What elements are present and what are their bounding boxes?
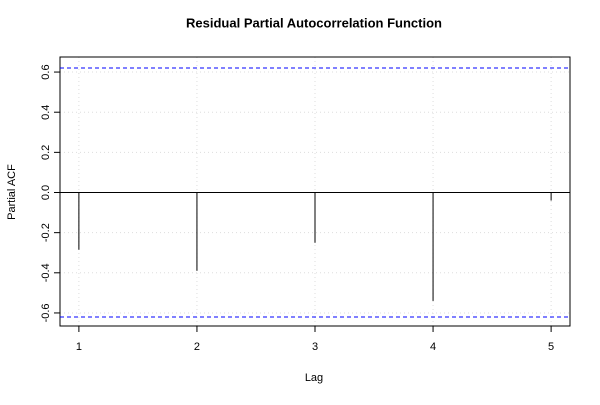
y-tick-label: 0.6 [40,64,52,79]
y-tick-label: 0.0 [40,185,52,200]
y-axis-label: Partial ACF [6,164,18,220]
x-tick-label: 5 [548,341,554,353]
x-tick-label: 1 [76,341,82,353]
y-tick-label: -0.4 [40,263,52,282]
y-tick-label: 0.2 [40,145,52,160]
x-tick-label: 4 [430,341,436,353]
y-tick-label: 0.4 [40,105,52,120]
y-tick-label: -0.2 [40,223,52,242]
x-axis-label: Lag [305,372,323,384]
y-tick-label: -0.6 [40,303,52,322]
plot-frame [59,56,571,327]
chart-title: Residual Partial Autocorrelation Functio… [186,15,442,30]
x-tick-label: 2 [194,341,200,353]
x-tick-label: 3 [312,341,318,353]
